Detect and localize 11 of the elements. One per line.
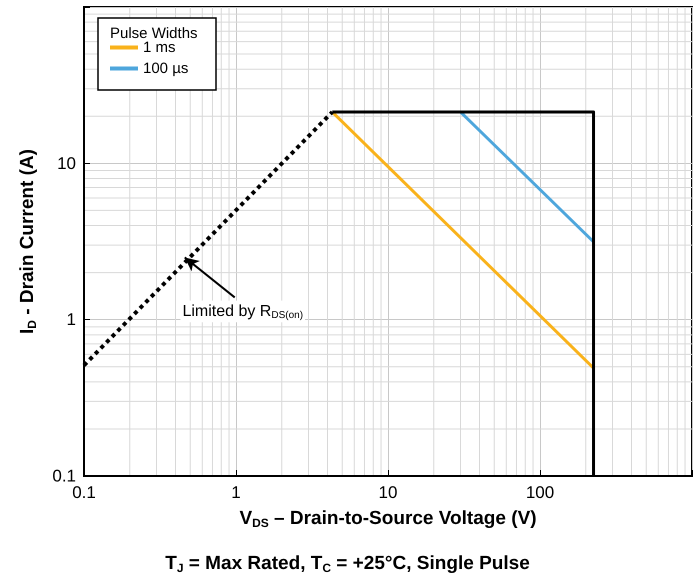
x-tick-label: 100 <box>526 483 554 502</box>
legend-title: Pulse Widths <box>110 25 198 42</box>
y-tick-label: 10 <box>57 154 76 173</box>
legend-label: 1 ms <box>143 39 176 56</box>
legend-label: 100 µs <box>143 60 188 77</box>
y-tick-label: 0.1 <box>52 466 76 486</box>
x-tick-label: 0.1 <box>72 483 96 502</box>
y-axis-title: ID - Drain Current (A) <box>17 149 39 334</box>
x-tick-label: 10 <box>378 483 398 502</box>
y-tick-label: 1 <box>66 310 76 330</box>
x-tick-label: 1 <box>231 483 241 502</box>
